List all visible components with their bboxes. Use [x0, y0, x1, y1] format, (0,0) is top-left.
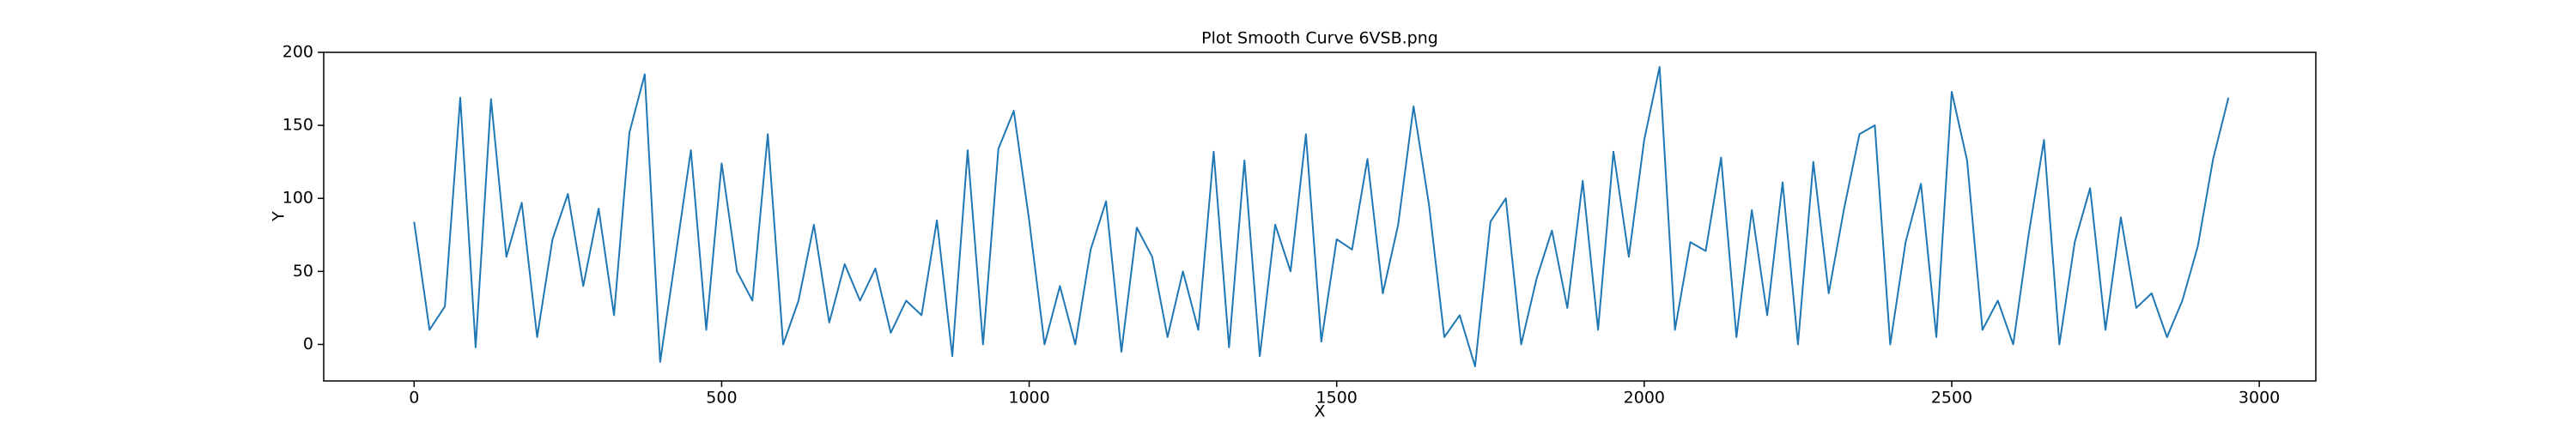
chart-title: Plot Smooth Curve 6VSB.png [1201, 29, 1438, 48]
y-tick-label: 200 [283, 43, 313, 62]
x-tick-label: 2500 [1931, 389, 1972, 408]
x-tick-label: 500 [706, 389, 737, 408]
y-tick-label: 150 [283, 116, 313, 135]
y-tick-label: 50 [293, 262, 313, 281]
x-tick-label: 1500 [1316, 389, 1358, 408]
x-tick-label: 2000 [1624, 389, 1665, 408]
x-tick-label: 1000 [1008, 389, 1049, 408]
data-line [413, 66, 2230, 367]
y-tick-label: 0 [303, 335, 313, 353]
y-axis-label: Y [270, 211, 289, 222]
x-axis-label: X [1314, 402, 1325, 421]
x-tick-label: 0 [409, 389, 419, 408]
x-tick-label: 3000 [2239, 389, 2280, 408]
y-tick-label: 100 [283, 189, 313, 208]
plot-frame [323, 51, 2317, 382]
